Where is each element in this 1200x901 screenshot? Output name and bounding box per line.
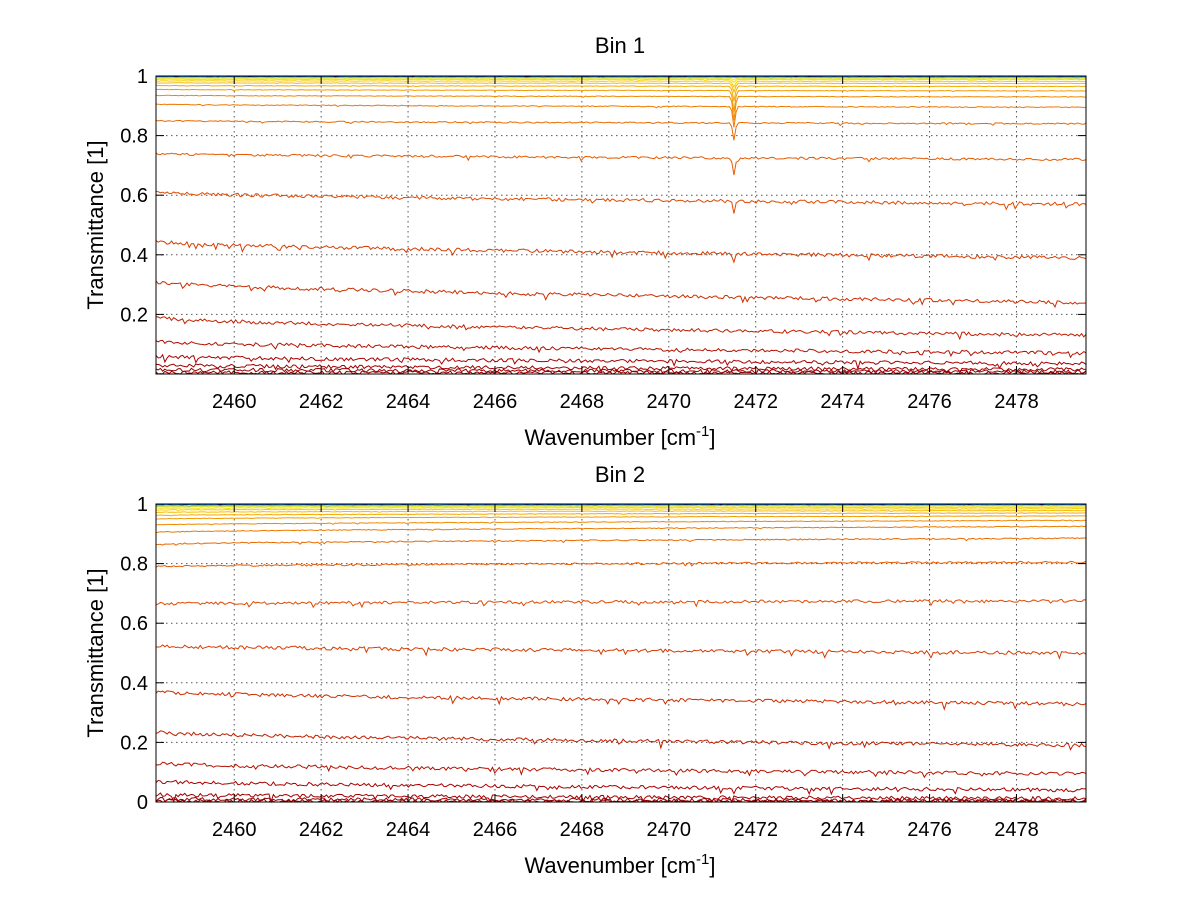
- x-tick-label: 2472: [733, 391, 778, 413]
- transmittance-series: [155, 730, 1087, 751]
- transmittance-series: [155, 190, 1087, 214]
- transmittance-series: [155, 82, 1087, 94]
- y-tick-label: 0.4: [120, 673, 148, 695]
- x-axis-label: Wavenumber [cm-1]: [524, 423, 715, 450]
- x-tick-label: 2474: [820, 819, 865, 841]
- transmittance-series: [155, 519, 1087, 526]
- transmittance-series: [155, 512, 1087, 517]
- x-axis-label: Wavenumber [cm-1]: [524, 851, 715, 878]
- transmittance-series: [155, 94, 1087, 121]
- x-tick-label: 2466: [473, 819, 518, 841]
- transmittance-series: [155, 560, 1087, 568]
- transmittance-series: [155, 792, 1087, 804]
- transmittance-series: [155, 644, 1087, 660]
- x-tick-label: 2464: [386, 819, 431, 841]
- axes-box: [155, 75, 1087, 375]
- x-tick-label: 2470: [647, 391, 692, 413]
- transmittance-series: [155, 761, 1087, 779]
- x-tick-label: 2466: [473, 391, 518, 413]
- transmittance-series: [155, 779, 1087, 796]
- transmittance-series: [155, 796, 1087, 803]
- axes-box: [155, 503, 1087, 803]
- x-tick-label: 2468: [560, 391, 605, 413]
- transmittance-series: [155, 370, 1087, 375]
- x-tick-label: 2460: [212, 391, 257, 413]
- transmittance-series: [155, 525, 1087, 534]
- x-tick-label: 2464: [386, 391, 431, 413]
- transmittance-series: [155, 103, 1087, 128]
- y-tick-label: 0: [137, 792, 148, 814]
- x-tick-label: 2462: [299, 391, 344, 413]
- transmittance-series: [155, 316, 1087, 341]
- transmittance-series: [155, 363, 1087, 375]
- y-axis-label: Transmittance [1]: [83, 140, 108, 309]
- subplot-title: Bin 2: [595, 462, 645, 487]
- transmittance-series: [155, 152, 1087, 176]
- x-tick-label: 2476: [907, 819, 952, 841]
- subplot-bin-2: Bin 2 2460 2462 2464 2466 2468 2470 2472 2474 24…: [83, 462, 1087, 878]
- x-tick-label: 2472: [733, 819, 778, 841]
- transmittance-series: [155, 75, 1087, 79]
- transmittance-series: [155, 367, 1087, 376]
- transmittance-series: [155, 506, 1087, 510]
- transmittance-series: [155, 88, 1087, 112]
- y-tick-label: 1: [137, 494, 148, 516]
- y-tick-label: 0.2: [120, 732, 148, 754]
- x-tick-label: 2460: [212, 819, 257, 841]
- transmittance-series: [155, 515, 1087, 520]
- series-group: [155, 75, 1087, 376]
- transmittance-series: [155, 339, 1087, 359]
- transmittance-series: [155, 690, 1087, 711]
- y-tick-label: 0.8: [120, 126, 148, 148]
- y-tick-label: 0.6: [120, 613, 148, 635]
- x-tick-label: 2474: [820, 391, 865, 413]
- x-tick-label: 2478: [994, 819, 1039, 841]
- transmittance-series: [155, 280, 1087, 309]
- transmittance-series: [155, 537, 1087, 546]
- subplot-bin-1: Bin 1 2460 2462 2464 2466 2468 2470 2472 2474 24…: [83, 33, 1087, 450]
- y-tick-label: 0.6: [120, 185, 148, 207]
- transmittance-series: [155, 509, 1087, 514]
- transmittance-series: [155, 78, 1087, 84]
- y-axis-label: Transmittance [1]: [83, 568, 108, 737]
- y-tick-label: 0.2: [120, 304, 148, 326]
- transmittance-series: [155, 240, 1087, 264]
- y-tick-label: 1: [137, 66, 148, 88]
- series-group: [155, 503, 1087, 804]
- x-tick-label: 2468: [560, 819, 605, 841]
- transmittance-series: [155, 80, 1087, 89]
- transmittance-series: [155, 598, 1087, 609]
- x-tick-label: 2478: [994, 391, 1039, 413]
- transmittance-series: [155, 505, 1087, 508]
- x-tick-label: 2462: [299, 819, 344, 841]
- x-tick-label: 2470: [647, 819, 692, 841]
- transmittance-series: [155, 119, 1087, 141]
- x-tick-label: 2476: [907, 391, 952, 413]
- transmittance-series: [155, 84, 1087, 102]
- transmittance-series: [155, 353, 1087, 371]
- subplot-title: Bin 1: [595, 33, 645, 58]
- y-tick-label: 0.8: [120, 554, 148, 576]
- y-tick-label: 0.4: [120, 245, 148, 267]
- transmittance-series: [155, 508, 1087, 511]
